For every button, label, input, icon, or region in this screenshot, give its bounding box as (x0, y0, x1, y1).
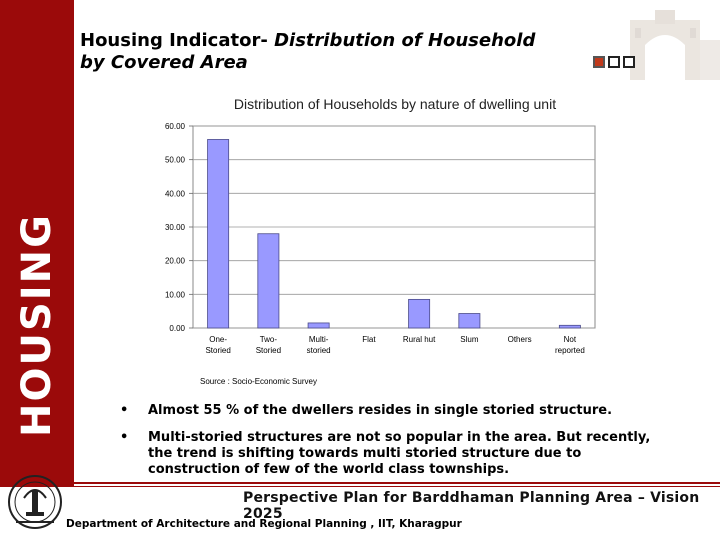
bullet-text: Multi-storied structures are not so popu… (148, 430, 651, 477)
building-photo (600, 0, 720, 100)
bar (207, 139, 230, 329)
x-tick-label: Others (508, 335, 532, 344)
x-tick-label-line: Not (564, 335, 577, 344)
square-outline-icon (623, 56, 635, 68)
y-tick-label: 30.00 (165, 223, 186, 232)
square-filled-icon (593, 56, 605, 68)
y-tick-label: 10.00 (165, 290, 186, 299)
y-tick-label: 60.00 (165, 122, 186, 131)
y-tick-label: 20.00 (165, 257, 186, 266)
square-outline-icon (608, 56, 620, 68)
x-tick-label: Not reported (555, 335, 585, 355)
x-tick-label-line: Storied (256, 346, 281, 355)
x-tick-label-line: Slum (460, 335, 479, 344)
footer-divider (66, 482, 720, 484)
bar (408, 298, 431, 329)
title-part1: Housing Indicator- (80, 30, 268, 51)
iit-kharagpur-logo (8, 475, 62, 529)
bullet-text: Almost 55 % of the dwellers resides in s… (148, 403, 613, 418)
x-tick-label: Slum (460, 335, 479, 344)
x-tick-label-line: Others (508, 335, 532, 344)
bar (558, 324, 581, 329)
bullet-symbol: • (120, 430, 129, 445)
x-tick-label-line: Two- (260, 335, 278, 344)
chart-title: Distribution of Households by nature of … (233, 96, 557, 112)
footer-department: Department of Architecture and Regional … (66, 518, 462, 530)
footer-plan-title: Perspective Plan for Barddhaman Planning… (243, 490, 700, 522)
x-tick-label-line: reported (555, 346, 585, 355)
x-tick-label: Two- Storied (256, 335, 281, 355)
x-tick-label-line: Flat (362, 335, 376, 344)
footer-divider (66, 486, 720, 487)
x-tick-label: Multi-storied (307, 335, 331, 355)
x-tick-label-line: Multi- (309, 335, 329, 344)
bar-chart: 0.00 10.00 20.00 30.00 40.00 50.00 60.00 One- St… (165, 122, 596, 355)
y-tick-label: 0.00 (169, 324, 185, 333)
x-tick-label: One- Storied (205, 335, 230, 355)
sidebar-label: HOUSING (14, 213, 60, 437)
bar (257, 233, 280, 329)
bar (458, 313, 481, 329)
page-title: Housing Indicator- Distribution of House… (80, 30, 550, 74)
sidebar: HOUSING (0, 0, 74, 487)
bar (307, 322, 330, 329)
x-tick-label: Flat (362, 335, 376, 344)
title-part2: Distribution of Household by Covered Are… (80, 30, 536, 73)
x-tick-label-line: Storied (205, 346, 230, 355)
x-tick-label-line: One- (209, 335, 227, 344)
bullet-symbol: • (120, 403, 129, 418)
x-tick-label-line: Rural hut (403, 335, 436, 344)
y-tick-label: 40.00 (165, 189, 186, 198)
x-tick-label: Rural hut (403, 335, 436, 344)
slide-squares-decoration (593, 56, 635, 68)
chart-source: Source : Socio-Economic Survey (200, 377, 317, 386)
y-tick-label: 50.00 (165, 156, 186, 165)
x-tick-label-line: storied (307, 346, 331, 355)
